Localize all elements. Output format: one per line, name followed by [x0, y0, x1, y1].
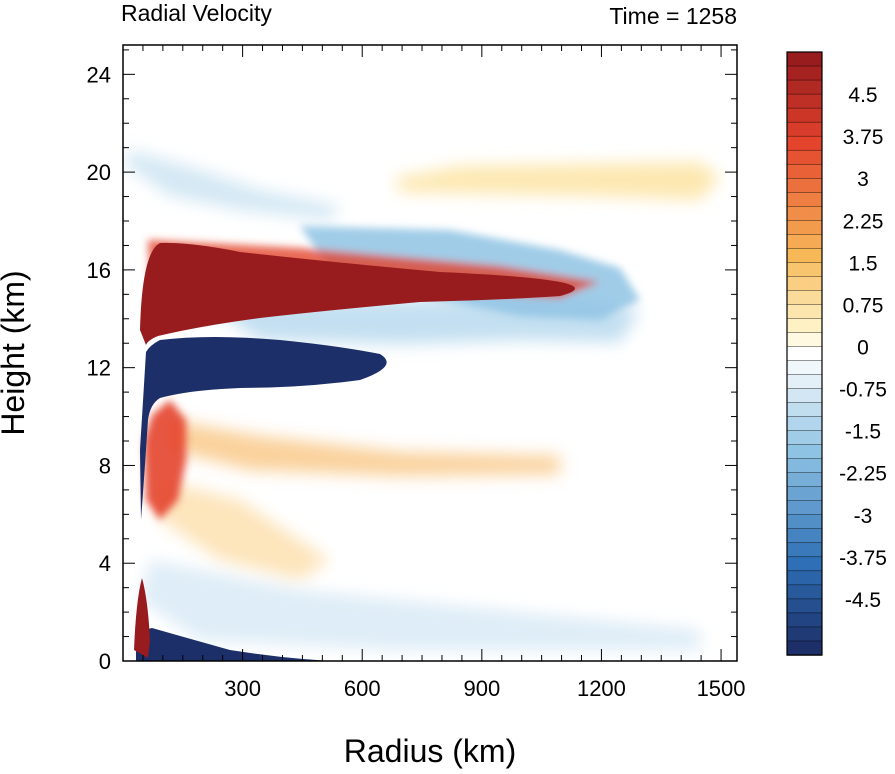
x-tick-label: 1500	[697, 676, 746, 701]
colorbar-swatch	[786, 234, 823, 250]
field-lowlevel-inflow-core	[136, 628, 330, 661]
colorbar-swatch	[786, 374, 823, 390]
colorbar-tick-label: -1.5	[845, 421, 881, 444]
colorbar-tick-label: 4.5	[848, 84, 877, 107]
colorbar-swatch	[786, 149, 823, 165]
colorbar-swatch	[786, 163, 823, 179]
colorbar-tick-label: -4.5	[845, 589, 881, 612]
x-tick-label: 300	[224, 676, 261, 701]
colorbar-swatch	[786, 248, 823, 264]
y-axis-label: Height (km)	[0, 270, 31, 435]
colorbar-swatch	[786, 612, 823, 628]
colorbar-tick-label: -0.75	[839, 379, 887, 402]
colorbar-swatch	[786, 472, 823, 488]
y-tick-label: 20	[87, 160, 111, 185]
field-upper-inflow-faint	[125, 150, 340, 220]
colorbar-swatch	[786, 598, 823, 614]
x-axis-ticks: 300 600 900 1200 1500	[142, 45, 746, 701]
field-midlevel-outflow-weak	[170, 420, 560, 476]
y-tick-label: 8	[99, 453, 111, 478]
field-lowlevel-outflow-core	[134, 578, 150, 658]
colorbar-swatch	[786, 304, 823, 320]
colorbar-swatch	[786, 514, 823, 530]
colorbar-swatch	[786, 584, 823, 600]
colorbar-swatch	[786, 444, 823, 460]
colorbar-swatch	[786, 416, 823, 432]
colorbar	[786, 51, 823, 656]
field-eyewall-outflow	[144, 400, 186, 520]
colorbar-tick-label: 3.75	[843, 126, 884, 149]
colorbar-swatch	[786, 402, 823, 418]
chart-subtitle: Time = 1258	[609, 3, 737, 29]
x-tick-label: 1200	[577, 676, 626, 701]
colorbar-tick-labels: 4.5 3.75 3 2.25 1.5 0.75 0 -0.75 -1.5 -2.25 -3 -3.7…	[839, 84, 887, 612]
colorbar-tick-label: 2.25	[843, 210, 884, 233]
colorbar-frame	[786, 51, 823, 656]
colorbar-swatch	[786, 276, 823, 292]
colorbar-swatch	[786, 107, 823, 123]
y-tick-label: 24	[87, 62, 111, 87]
field-upper-outflow-faint	[395, 162, 720, 200]
colorbar-swatch	[786, 458, 823, 474]
colorbar-swatch	[786, 332, 823, 348]
colorbar-tick-label: -3.75	[839, 547, 887, 570]
colorbar-swatch	[786, 206, 823, 221]
colorbar-swatch	[786, 121, 823, 137]
colorbar-swatch	[786, 318, 823, 334]
field-upper-inflow-core	[140, 337, 387, 520]
y-tick-label: 12	[87, 356, 111, 381]
colorbar-swatch	[786, 556, 823, 572]
colorbar-swatch	[786, 430, 823, 446]
colorbar-tick-label: 0	[857, 336, 869, 359]
y-tick-label: 4	[99, 551, 111, 576]
colorbar-swatch	[786, 542, 823, 558]
colorbar-swatch	[786, 388, 823, 404]
chart-title: Radial Velocity	[121, 0, 272, 26]
heatmap-field	[123, 45, 737, 661]
plot-frame	[122, 44, 738, 662]
field-lowlevel-inflow-faint	[140, 560, 700, 650]
colorbar-swatch	[786, 570, 823, 586]
colorbar-tick-label: 3	[857, 168, 869, 191]
colorbar-swatch	[786, 528, 823, 544]
colorbar-tick-label: -3	[854, 505, 873, 528]
colorbar-swatch	[786, 262, 823, 278]
colorbar-tick-label: 1.5	[848, 252, 877, 275]
x-tick-label: 900	[463, 676, 500, 701]
colorbar-swatch	[786, 79, 823, 95]
x-axis-label: Radius (km)	[344, 733, 516, 769]
colorbar-swatch	[786, 290, 823, 306]
colorbar-swatch	[786, 51, 823, 67]
colorbar-swatch	[786, 346, 823, 362]
colorbar-swatch	[786, 360, 823, 376]
field-lowlevel-outflow-faint	[160, 480, 330, 580]
x-tick-label: 600	[344, 676, 381, 701]
colorbar-swatch	[786, 65, 823, 81]
colorbar-swatch	[786, 626, 823, 642]
colorbar-tick-label: -2.25	[839, 463, 887, 486]
colorbar-swatch	[786, 486, 823, 502]
colorbar-swatch	[786, 178, 823, 193]
colorbar-swatch	[786, 220, 823, 236]
colorbar-swatch	[786, 640, 823, 656]
field-upper-outflow-core	[140, 242, 575, 345]
colorbar-swatch	[786, 192, 823, 207]
y-tick-label: 0	[99, 649, 111, 674]
colorbar-swatch	[786, 500, 823, 516]
colorbar-tick-label: 0.75	[843, 294, 884, 317]
y-axis-ticks: 0 4 8 12 16 20 24	[87, 49, 737, 674]
y-tick-label: 16	[87, 258, 111, 283]
colorbar-swatch	[786, 135, 823, 151]
colorbar-swatch	[786, 93, 823, 109]
